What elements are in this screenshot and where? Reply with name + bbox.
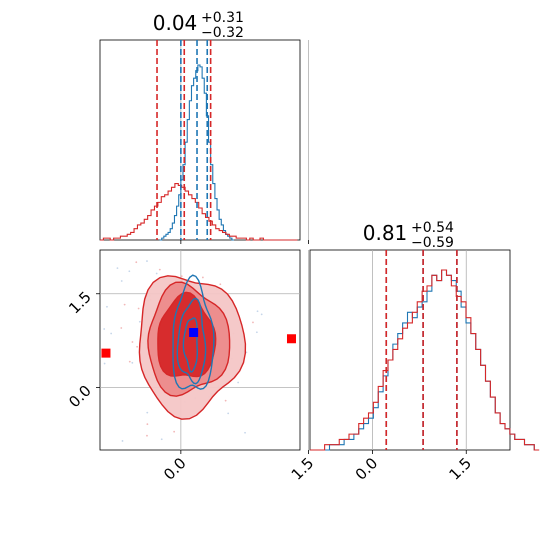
- panel-marginal-p2: 0.0 1.5 0.81 +0.54 −0.59: [309, 220, 540, 484]
- scatter-point: [123, 303, 126, 306]
- contour-series-1-level-1: [172, 274, 215, 390]
- scatter-point: [146, 411, 149, 414]
- y-ticks: 0.0 1.5: [65, 288, 100, 411]
- scatter-point: [224, 399, 227, 402]
- title-p2-minus: −0.59: [411, 235, 454, 251]
- scatter-point: [146, 423, 149, 426]
- scatter-point: [146, 434, 148, 437]
- x-ticks: 0.0 1.5: [160, 450, 317, 484]
- quantile-lines: [156, 40, 212, 240]
- scatter-point: [120, 327, 123, 329]
- scatter-point: [106, 305, 108, 308]
- panel-frame: [309, 249, 511, 451]
- scatter-point: [160, 438, 163, 441]
- quantile-lines: [385, 250, 458, 450]
- scatter-point: [103, 328, 106, 330]
- scatter-point: [135, 261, 138, 264]
- title-p1: 0.04: [153, 11, 198, 35]
- scatter-point: [136, 345, 139, 348]
- title-p1-median: 0.04: [153, 11, 198, 35]
- marker-3: [189, 328, 199, 337]
- scatter-point: [155, 272, 158, 275]
- title-p2: 0.81: [363, 221, 408, 245]
- scatter-point: [131, 341, 134, 343]
- scatter-point: [180, 275, 183, 278]
- scatter-point: [137, 307, 140, 310]
- histogram-series-2: [100, 182, 298, 241]
- grid: [372, 250, 467, 450]
- histogram-series-2: [310, 269, 540, 451]
- scatter-point: [219, 283, 222, 286]
- scatter-point: [260, 313, 263, 316]
- scatter-point: [120, 280, 123, 282]
- scatter-point: [158, 268, 161, 271]
- scatter-point: [116, 267, 119, 270]
- scatter-point: [255, 331, 258, 334]
- scatter-point: [121, 440, 124, 442]
- panel-joint: 0.0 1.5 0.0 1.5: [65, 249, 317, 484]
- scatter-point: [244, 431, 246, 434]
- contours: [138, 274, 247, 420]
- contour-series-1-level-3: [182, 317, 198, 373]
- title-p1-plus: +0.31: [201, 10, 244, 26]
- x-tick-label: 1.5: [445, 454, 475, 484]
- scatter-point: [131, 361, 134, 364]
- contour-series-1-level-2: [176, 297, 207, 385]
- scatter-point: [103, 362, 106, 365]
- y-tick-label: 1.5: [65, 288, 95, 318]
- scatter-point: [110, 332, 113, 335]
- scatter-point: [237, 381, 240, 384]
- x-tick-label: 0.0: [352, 454, 382, 484]
- title-p1-minus: −0.32: [201, 25, 244, 41]
- x-tick-label: 1.5: [288, 454, 318, 484]
- x-ticks: 0.0 1.5: [352, 450, 475, 484]
- title-p2-plus: +0.54: [411, 220, 454, 236]
- scatter-point: [256, 310, 259, 313]
- title-p2-median: 0.81: [363, 221, 408, 245]
- y-tick-label: 0.0: [65, 382, 95, 412]
- scatter-point: [128, 360, 131, 363]
- scatter-point: [146, 260, 148, 262]
- marker-2: [286, 334, 296, 344]
- scatter-point: [138, 320, 141, 323]
- markers: [101, 328, 296, 358]
- panel-frame: [99, 39, 301, 241]
- x-tick-label: 0.0: [160, 454, 190, 484]
- marker-1: [101, 348, 111, 358]
- scatter-point: [201, 276, 204, 279]
- scatter-point: [252, 321, 254, 324]
- panel-marginal-p1: 0.04 +0.31 −0.32: [99, 10, 309, 244]
- scatter-point: [128, 270, 131, 273]
- scatter-point: [227, 412, 230, 415]
- histograms: [310, 269, 540, 451]
- scatter-point: [173, 430, 176, 433]
